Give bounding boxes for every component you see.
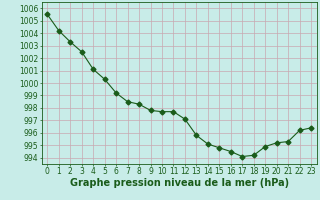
X-axis label: Graphe pression niveau de la mer (hPa): Graphe pression niveau de la mer (hPa): [70, 178, 289, 188]
